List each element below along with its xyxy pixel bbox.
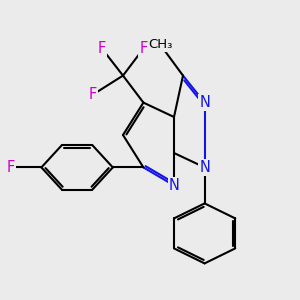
- Text: CH₃: CH₃: [148, 38, 173, 52]
- Text: N: N: [169, 178, 179, 193]
- Text: F: F: [98, 41, 106, 56]
- Text: F: F: [139, 41, 148, 56]
- Text: F: F: [89, 87, 97, 102]
- Text: N: N: [199, 95, 210, 110]
- Text: F: F: [7, 160, 15, 175]
- Text: N: N: [199, 160, 210, 175]
